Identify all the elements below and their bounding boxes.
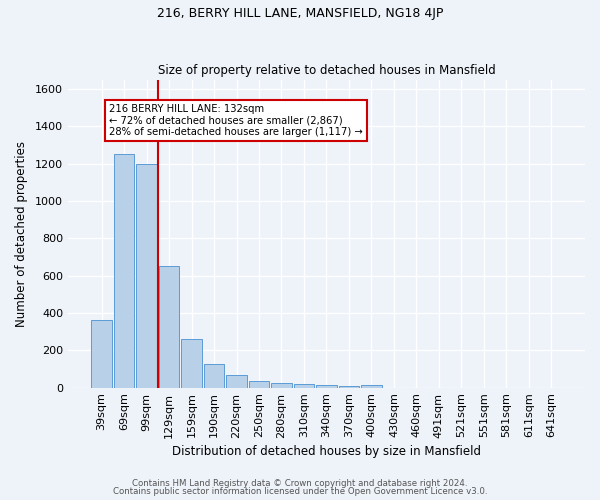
Text: Contains public sector information licensed under the Open Government Licence v3: Contains public sector information licen… xyxy=(113,487,487,496)
Text: 216, BERRY HILL LANE, MANSFIELD, NG18 4JP: 216, BERRY HILL LANE, MANSFIELD, NG18 4J… xyxy=(157,8,443,20)
Bar xyxy=(249,380,269,388)
Y-axis label: Number of detached properties: Number of detached properties xyxy=(15,140,28,326)
Text: Contains HM Land Registry data © Crown copyright and database right 2024.: Contains HM Land Registry data © Crown c… xyxy=(132,478,468,488)
Bar xyxy=(204,364,224,388)
Bar xyxy=(339,386,359,388)
Bar xyxy=(114,154,134,388)
Bar xyxy=(316,386,337,388)
X-axis label: Distribution of detached houses by size in Mansfield: Distribution of detached houses by size … xyxy=(172,444,481,458)
Text: 216 BERRY HILL LANE: 132sqm
← 72% of detached houses are smaller (2,867)
28% of : 216 BERRY HILL LANE: 132sqm ← 72% of det… xyxy=(109,104,362,137)
Bar xyxy=(226,374,247,388)
Bar xyxy=(361,385,382,388)
Bar xyxy=(159,266,179,388)
Bar xyxy=(181,339,202,388)
Bar xyxy=(271,383,292,388)
Bar xyxy=(91,320,112,388)
Bar xyxy=(294,384,314,388)
Bar xyxy=(136,164,157,388)
Title: Size of property relative to detached houses in Mansfield: Size of property relative to detached ho… xyxy=(158,64,496,77)
